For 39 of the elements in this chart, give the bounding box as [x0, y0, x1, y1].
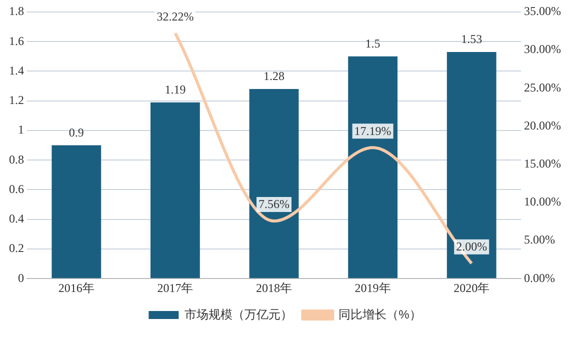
- data-label: 2.00%: [456, 240, 488, 254]
- y-tick-label: 0.4: [9, 212, 24, 226]
- y2-tick-label: 0.00%: [524, 270, 556, 285]
- x-tick-label: 2020年: [454, 280, 490, 295]
- y2-tick-label: 35.00%: [524, 4, 562, 18]
- legend-label: 同比增长（%）: [338, 307, 422, 322]
- y-tick-label: 1.2: [9, 93, 24, 108]
- y-tick-label: 1.8: [9, 4, 24, 18]
- x-tick-label: 2016年: [58, 280, 94, 295]
- y-tick-label: 0.6: [9, 182, 24, 196]
- y2-tick-label: 10.00%: [524, 194, 562, 209]
- x-tick-label: 2018年: [256, 280, 292, 295]
- y-tick-label: 0.2: [9, 241, 24, 256]
- y-tick-label: 1.4: [9, 63, 24, 78]
- data-label: 32.22%: [156, 9, 194, 24]
- data-label: 7.56%: [258, 197, 290, 212]
- y2-tick-label: 25.00%: [524, 80, 562, 94]
- y-tick-label: 1: [18, 122, 24, 137]
- bar: [150, 102, 200, 278]
- bar: [446, 52, 496, 278]
- data-label: 0.9: [68, 125, 84, 140]
- y2-tick-label: 30.00%: [524, 42, 562, 56]
- y-tick-label: 0: [18, 270, 24, 285]
- data-label: 1.28: [264, 69, 284, 84]
- data-label: 1.5: [365, 36, 380, 51]
- bar: [52, 145, 102, 278]
- y-tick-label: 0.8: [9, 152, 24, 166]
- y-tick-label: 1.6: [9, 34, 24, 48]
- data-label: 17.19%: [354, 124, 392, 138]
- x-tick-label: 2019年: [354, 280, 391, 295]
- y2-tick-label: 5.00%: [524, 232, 556, 247]
- y2-tick-label: 20.00%: [524, 118, 562, 132]
- x-tick-label: 2017年: [157, 280, 194, 295]
- data-label: 1.53: [461, 32, 482, 46]
- data-label: 1.19: [164, 82, 186, 97]
- bar: [249, 89, 299, 278]
- bar: [348, 56, 398, 278]
- legend-label: 市场规模（万亿元）: [184, 307, 293, 322]
- y2-tick-label: 15.00%: [524, 156, 562, 170]
